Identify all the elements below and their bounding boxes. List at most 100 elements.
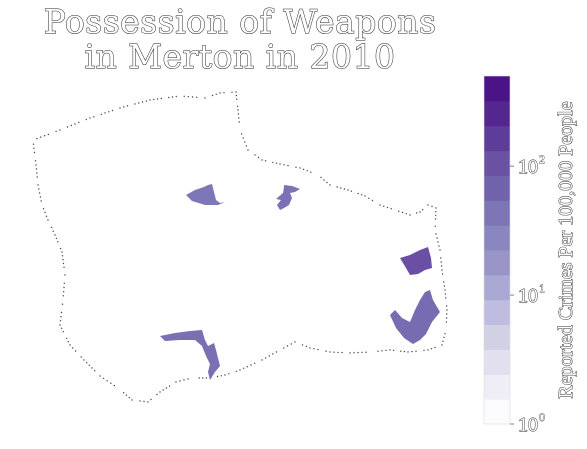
boundary-dot <box>139 400 141 402</box>
boundary-dot <box>250 364 252 366</box>
boundary-dot <box>445 305 448 307</box>
boundary-dot <box>439 249 441 251</box>
boundary-dot <box>438 245 440 247</box>
boundary-dot <box>329 351 331 353</box>
boundary-dot <box>100 113 103 116</box>
boundary-dot <box>436 237 438 239</box>
boundary-dot <box>183 95 185 98</box>
boundary-dot <box>283 164 285 166</box>
borough-boundary <box>32 91 448 403</box>
boundary-dot <box>405 213 407 215</box>
boundary-dot <box>272 161 274 164</box>
boundary-dot <box>236 98 238 100</box>
boundary-dot <box>32 143 35 145</box>
map-title-line-1: Possession of Weapons <box>44 2 437 41</box>
boundary-dot <box>290 343 292 345</box>
boundary-dot <box>179 380 181 382</box>
boundary-dot <box>343 188 346 190</box>
colorbar-band <box>484 349 510 375</box>
boundary-dot <box>191 96 194 98</box>
boundary-dot <box>254 362 256 364</box>
boundary-dot <box>55 130 57 133</box>
boundary-dot <box>54 234 56 236</box>
boundary-dot <box>411 350 413 353</box>
boundary-dot <box>357 351 359 354</box>
boundary-dot <box>392 349 395 352</box>
boundary-dot <box>446 309 448 311</box>
boundary-dot <box>423 349 425 352</box>
boundary-dot <box>228 373 230 375</box>
boundary-dot <box>364 195 366 197</box>
boundary-dot <box>204 97 206 99</box>
colorbar-tick-label: 10 <box>518 414 538 436</box>
boundary-dot <box>235 94 238 97</box>
boundary-dot <box>153 98 155 101</box>
boundary-dot <box>62 331 64 333</box>
boundary-dot <box>104 112 106 114</box>
boundary-dot <box>128 396 130 399</box>
boundary-dot <box>337 351 339 354</box>
boundary-dot <box>360 194 363 196</box>
boundary-dot <box>326 181 328 184</box>
boundary-dot <box>301 344 304 346</box>
boundary-dot <box>159 391 161 393</box>
boundary-dot <box>183 379 185 381</box>
boundary-dot <box>33 151 36 154</box>
boundary-dot <box>437 241 439 243</box>
boundary-dot <box>59 247 62 250</box>
boundary-dot <box>235 370 237 372</box>
boundary-dot <box>440 257 442 259</box>
boundary-dot <box>440 261 442 263</box>
boundary-dot <box>323 179 325 181</box>
boundary-dot <box>400 350 402 352</box>
boundary-dot <box>245 145 248 147</box>
boundary-dot <box>238 117 240 119</box>
boundary-dot <box>329 184 331 186</box>
boundary-dot <box>216 375 219 378</box>
boundary-dot <box>175 95 177 98</box>
boundary-dot <box>38 192 41 194</box>
boundary-dot <box>286 345 289 347</box>
boundary-dot <box>422 209 424 211</box>
boundary-dot <box>43 135 46 137</box>
boundary-dot <box>138 102 140 104</box>
boundary-dot <box>89 117 91 119</box>
boundary-dot <box>435 211 437 213</box>
boundary-dot <box>379 204 381 206</box>
boundary-dot <box>305 345 307 348</box>
boundary-dot <box>443 281 445 283</box>
boundary-dot <box>205 377 208 379</box>
boundary-dot <box>302 168 305 171</box>
boundary-dot <box>168 385 171 387</box>
boundary-dot <box>444 293 447 295</box>
boundary-dot <box>264 160 267 162</box>
boundary-dot <box>336 186 338 188</box>
boundary-dot <box>134 103 136 105</box>
boundary-dot <box>242 137 244 139</box>
colorbar-tick-label: 10 <box>518 156 538 178</box>
boundary-dot <box>442 340 444 342</box>
boundary-dot <box>441 269 443 271</box>
boundary-dot <box>220 375 222 377</box>
boundary-dot <box>435 207 437 209</box>
boundary-dot <box>224 374 226 376</box>
boundary-dot <box>237 113 240 115</box>
colorbar-band <box>484 175 510 201</box>
boundary-dot <box>247 149 249 151</box>
boundary-dot <box>102 377 105 380</box>
boundary-dot <box>156 393 158 396</box>
boundary-dot <box>70 124 73 127</box>
boundary-dot <box>365 351 367 353</box>
boundary-dot <box>34 160 37 162</box>
boundary-dot <box>386 206 389 209</box>
boundary-dot <box>62 262 65 265</box>
boundary-dot <box>361 351 363 354</box>
boundary-dot <box>340 187 342 189</box>
boundary-dot <box>63 291 65 293</box>
boundary-dot <box>275 162 278 164</box>
colorbar-label: Reported Crimes Per 100,000 People <box>555 101 577 398</box>
ward-areas <box>160 184 440 380</box>
boundary-dot <box>145 100 147 102</box>
boundary-dot <box>47 219 49 221</box>
